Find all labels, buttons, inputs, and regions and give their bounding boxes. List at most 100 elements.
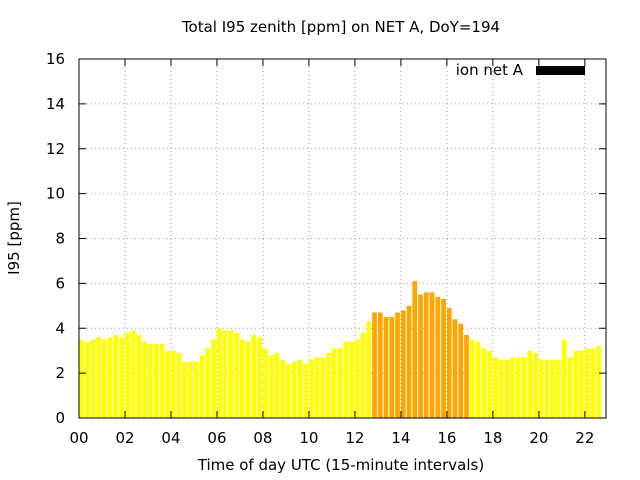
bar bbox=[389, 317, 395, 418]
bar bbox=[441, 299, 446, 418]
bar bbox=[354, 339, 360, 418]
x-tick-label: 16 bbox=[437, 429, 456, 447]
bar bbox=[165, 350, 170, 418]
bar bbox=[274, 352, 280, 418]
bar bbox=[193, 361, 199, 418]
bar bbox=[199, 355, 205, 418]
bar bbox=[584, 348, 590, 418]
bar bbox=[567, 357, 573, 418]
bar bbox=[308, 359, 314, 418]
bar bbox=[285, 364, 291, 418]
bar bbox=[492, 357, 498, 418]
bar bbox=[561, 339, 567, 418]
bar bbox=[188, 361, 193, 418]
x-tick-label: 20 bbox=[529, 429, 548, 447]
bar bbox=[360, 332, 366, 418]
x-axis: 00 02 04 06 08 10 12 14 16 18 20 22 bbox=[69, 59, 594, 447]
bar bbox=[418, 294, 423, 418]
bar bbox=[452, 319, 458, 418]
bar bbox=[153, 343, 159, 418]
bar bbox=[222, 330, 228, 418]
bar bbox=[251, 334, 257, 418]
bar bbox=[159, 343, 165, 418]
x-axis-label: Time of day UTC (15-minute intervals) bbox=[197, 456, 484, 474]
bar bbox=[337, 348, 343, 418]
bar bbox=[377, 312, 383, 418]
bar bbox=[101, 339, 107, 418]
bar bbox=[446, 308, 452, 418]
bar bbox=[303, 364, 308, 418]
bar bbox=[297, 359, 303, 418]
bar bbox=[124, 332, 130, 418]
y-tick-label: 16 bbox=[46, 50, 65, 68]
bar bbox=[423, 292, 429, 418]
bar bbox=[130, 330, 136, 418]
y-tick-label: 8 bbox=[55, 230, 65, 248]
bar bbox=[205, 348, 211, 418]
x-tick-label: 12 bbox=[345, 429, 364, 447]
bar bbox=[113, 334, 119, 418]
legend-swatch bbox=[536, 66, 585, 75]
bar bbox=[326, 352, 331, 418]
bar bbox=[314, 357, 320, 418]
bar bbox=[147, 343, 153, 418]
bar bbox=[458, 323, 464, 418]
bar bbox=[234, 332, 239, 418]
bar bbox=[142, 341, 147, 418]
bar bbox=[291, 361, 297, 418]
bar bbox=[280, 359, 285, 418]
bar bbox=[262, 348, 268, 418]
y-tick-label: 10 bbox=[46, 185, 65, 203]
bar bbox=[579, 350, 584, 418]
y-axis-label: I95 [ppm] bbox=[5, 201, 23, 275]
x-tick-label: 14 bbox=[391, 429, 410, 447]
bar bbox=[527, 350, 533, 418]
bar bbox=[573, 350, 579, 418]
bar bbox=[521, 357, 527, 418]
x-tick-label: 22 bbox=[575, 429, 594, 447]
chart-title: Total I95 zenith [ppm] on NET A, DoY=194 bbox=[181, 18, 500, 36]
bar bbox=[412, 281, 418, 418]
bar bbox=[550, 359, 556, 418]
bar bbox=[216, 328, 222, 418]
bar bbox=[96, 337, 101, 418]
bar bbox=[228, 330, 234, 418]
bar bbox=[343, 341, 349, 418]
bar bbox=[481, 348, 487, 418]
bar bbox=[533, 352, 538, 418]
bar bbox=[464, 334, 469, 418]
y-tick-label: 2 bbox=[55, 364, 65, 382]
y-tick-label: 6 bbox=[55, 274, 65, 292]
bar bbox=[320, 357, 326, 418]
bar bbox=[331, 348, 337, 418]
bar bbox=[79, 339, 84, 418]
bar bbox=[170, 350, 176, 418]
bar bbox=[257, 337, 262, 418]
x-tick-label: 00 bbox=[69, 429, 88, 447]
x-tick-label: 06 bbox=[207, 429, 226, 447]
bar bbox=[596, 346, 602, 418]
bar bbox=[136, 334, 142, 418]
bar bbox=[556, 359, 561, 418]
bar bbox=[107, 337, 113, 418]
bar bbox=[372, 312, 377, 418]
bar bbox=[268, 355, 274, 418]
bar bbox=[406, 305, 412, 418]
bar bbox=[475, 341, 481, 418]
bars bbox=[79, 281, 602, 418]
bar bbox=[239, 339, 245, 418]
bar bbox=[504, 359, 510, 418]
x-tick-label: 18 bbox=[483, 429, 502, 447]
bar bbox=[211, 339, 216, 418]
bar bbox=[510, 357, 515, 418]
x-tick-label: 04 bbox=[161, 429, 180, 447]
bar bbox=[176, 352, 182, 418]
bar bbox=[538, 359, 544, 418]
bar bbox=[119, 337, 124, 418]
bar bbox=[429, 292, 435, 418]
bar bbox=[515, 357, 521, 418]
bar bbox=[383, 317, 389, 418]
y-axis: 0 2 4 6 8 10 12 14 16 bbox=[46, 50, 606, 427]
y-tick-label: 0 bbox=[55, 409, 65, 427]
